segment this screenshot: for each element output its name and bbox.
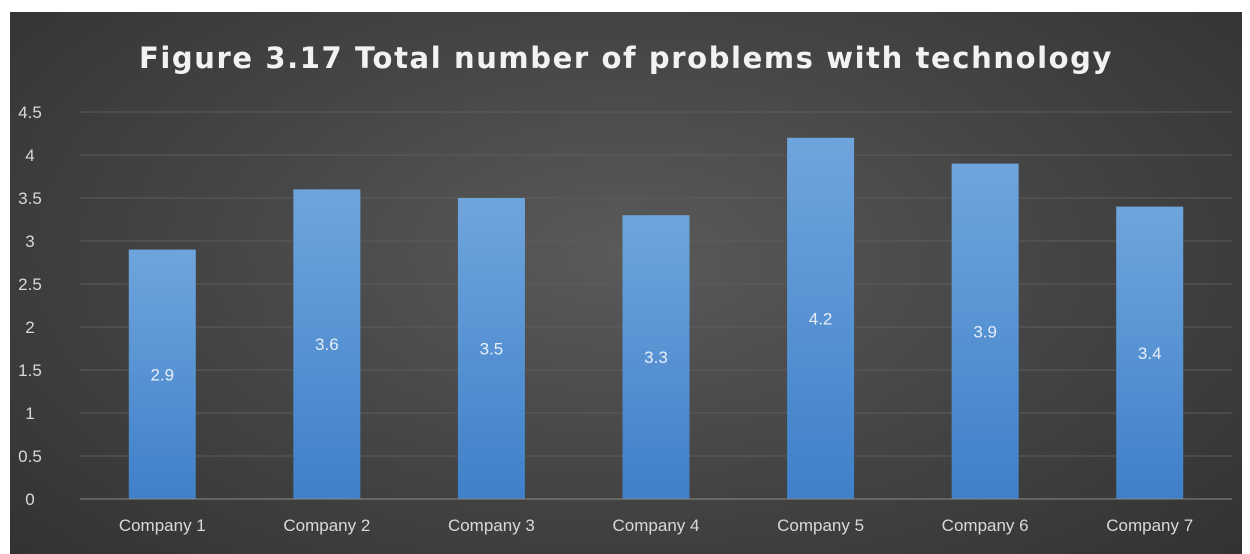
data-label: 3.5 xyxy=(480,340,504,359)
x-tick-label: Company 6 xyxy=(942,516,1029,535)
bar xyxy=(951,163,1019,499)
data-label: 3.3 xyxy=(644,348,668,367)
bar xyxy=(1116,206,1184,499)
x-tick-label: Company 4 xyxy=(613,516,700,535)
y-tick-label: 3.5 xyxy=(18,189,42,208)
bar xyxy=(293,189,361,499)
y-tick-label: 4.5 xyxy=(18,103,42,122)
x-tick-label: Company 5 xyxy=(777,516,864,535)
data-label: 3.9 xyxy=(973,322,997,341)
bar xyxy=(457,198,525,499)
y-tick-label: 2 xyxy=(25,318,34,337)
x-tick-label: Company 1 xyxy=(119,516,206,535)
y-tick-label: 2.5 xyxy=(18,275,42,294)
x-tick-label: Company 3 xyxy=(448,516,535,535)
chart-title: Figure 3.17 Total number of problems wit… xyxy=(138,41,1114,75)
y-tick-label: 1 xyxy=(25,404,34,423)
data-label: 3.4 xyxy=(1138,344,1162,363)
y-tick-label: 1.5 xyxy=(18,361,42,380)
x-tick-label: Company 7 xyxy=(1106,516,1193,535)
y-tick-label: 0.5 xyxy=(18,447,42,466)
y-tick-label: 0 xyxy=(25,490,34,509)
bar xyxy=(622,215,690,499)
data-label: 3.6 xyxy=(315,335,339,354)
data-label: 4.2 xyxy=(809,309,833,328)
bars xyxy=(128,137,1184,500)
x-tick-label: Company 2 xyxy=(283,516,370,535)
y-tick-label: 3 xyxy=(25,232,34,251)
bar xyxy=(128,249,196,499)
labels: 0 0.5 1 1.5 2 2.5 3 3.5 4 4.5 2.9 Company 1 3.6 Compa… xyxy=(18,103,1193,535)
y-tick-label: 4 xyxy=(25,146,34,165)
plot-area: 0 0.5 1 1.5 2 2.5 3 3.5 4 4.5 2.9 Company 1 3.6 Compa… xyxy=(18,103,1232,535)
data-label: 2.9 xyxy=(150,365,174,384)
chart-area: Figure 3.17 Total number of problems wit… xyxy=(10,12,1242,554)
bar xyxy=(787,137,855,500)
